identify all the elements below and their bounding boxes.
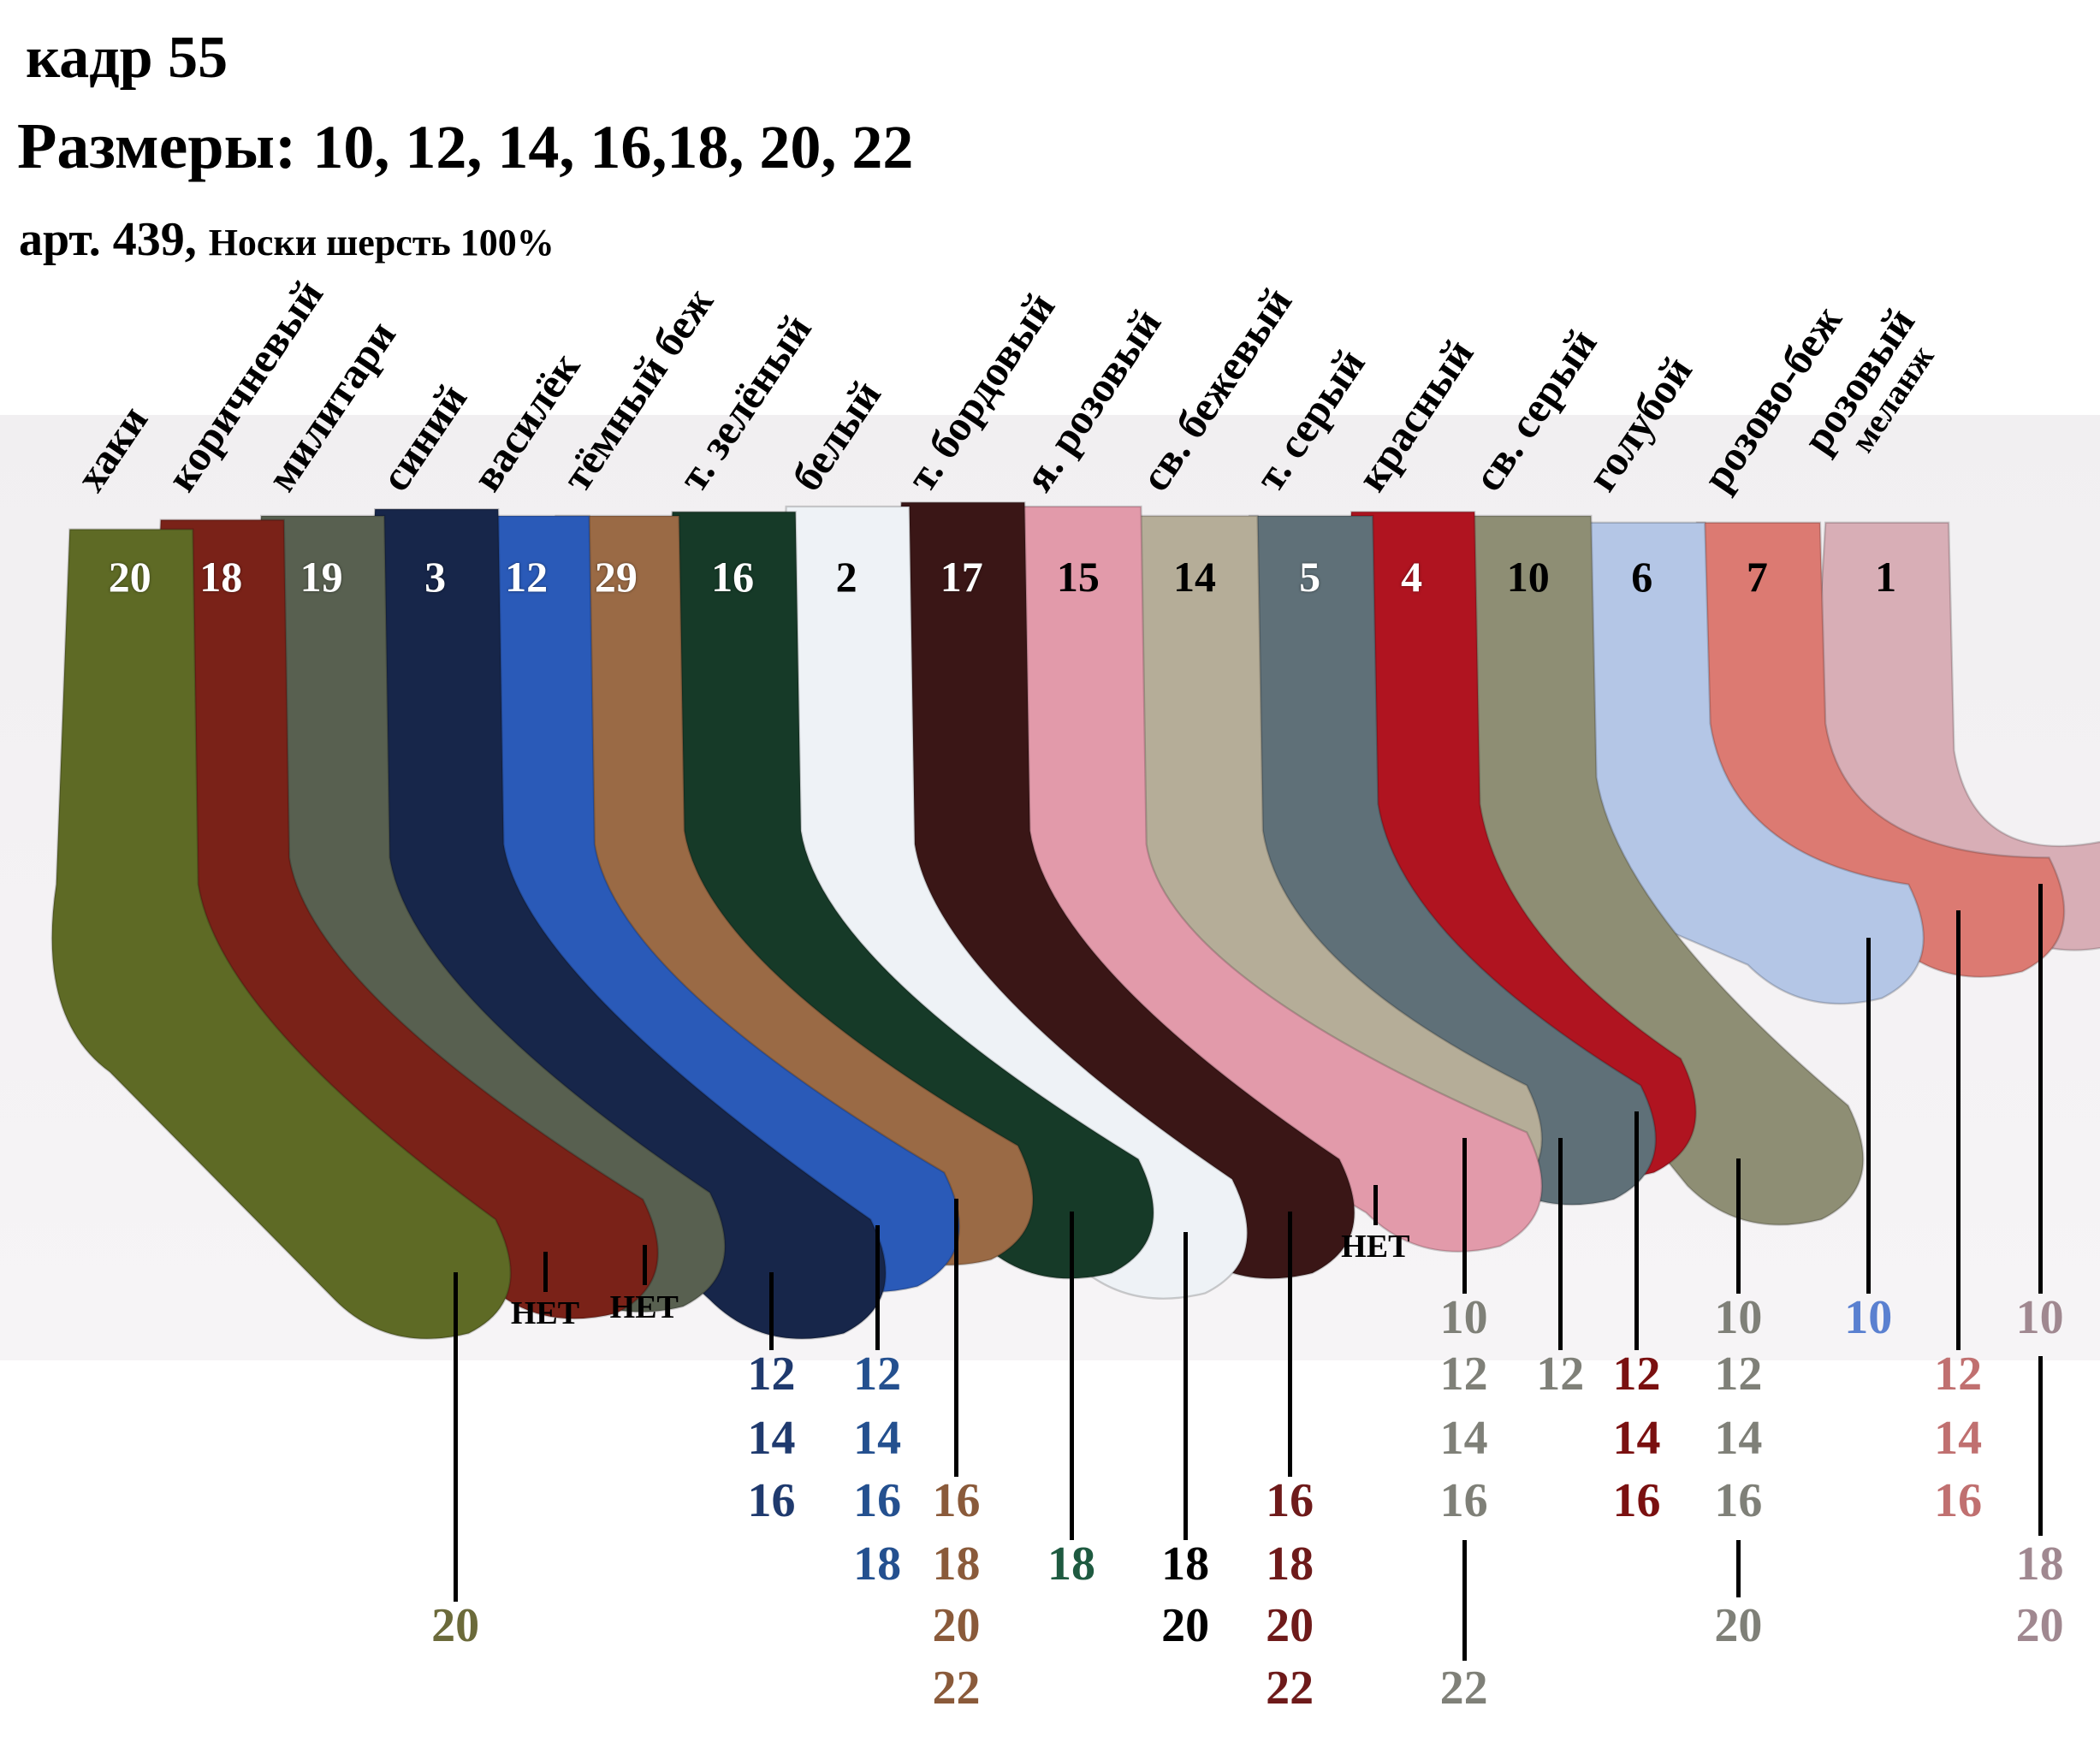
color-code: 29: [594, 552, 638, 601]
leader-line: [1288, 1212, 1293, 1478]
size-available: 10: [1714, 1290, 1763, 1344]
size-available: 20: [2015, 1598, 2064, 1652]
size-available: 18: [2015, 1537, 2064, 1591]
size-available: 22: [1266, 1662, 1314, 1715]
color-code: 15: [1056, 552, 1100, 601]
size-available: 10: [2015, 1290, 2064, 1344]
leader-line: [2038, 883, 2043, 1294]
size-available: 16: [1266, 1474, 1314, 1528]
leader-line: [454, 1271, 459, 1602]
color-code: 5: [1299, 552, 1321, 601]
leader-line: [1183, 1231, 1189, 1540]
size-available: 20: [932, 1598, 981, 1652]
frame-title: кадр 55: [26, 25, 228, 91]
size-available: 12: [1934, 1347, 1983, 1401]
sizes-line: Размеры: 10, 12, 14, 16,18, 20, 22: [17, 110, 913, 184]
size-available: 12: [1439, 1347, 1488, 1401]
size-available: 22: [932, 1662, 981, 1715]
color-code: 4: [1401, 552, 1423, 601]
size-available: 12: [1714, 1347, 1763, 1401]
leader-line: [1558, 1138, 1563, 1350]
size-available: 12: [1536, 1347, 1585, 1401]
article-line: арт. 439, Носки шерсть 100%: [19, 212, 555, 267]
size-available: 16: [1714, 1474, 1763, 1528]
color-code: 6: [1631, 552, 1653, 601]
color-code: 14: [1173, 552, 1217, 601]
not-available-label: НЕТ: [1341, 1229, 1410, 1265]
not-available-label: НЕТ: [510, 1295, 580, 1332]
leader-line: [543, 1252, 548, 1293]
leader-line: [1070, 1212, 1075, 1540]
size-available: 20: [1714, 1598, 1763, 1652]
leader-line: [1373, 1185, 1379, 1225]
leader-line: [1462, 1138, 1467, 1294]
size-available: 12: [1612, 1347, 1661, 1401]
size-available: 10: [1844, 1290, 1893, 1344]
size-available: 10: [1439, 1290, 1488, 1344]
size-available: 14: [1612, 1411, 1661, 1465]
size-available: 16: [1934, 1474, 1983, 1528]
size-available: 18: [1266, 1537, 1314, 1591]
size-available: 20: [431, 1598, 480, 1652]
leader-line: [954, 1198, 959, 1478]
size-available: 14: [1934, 1411, 1983, 1465]
leader-line: [1866, 937, 1872, 1294]
size-available: 16: [1612, 1474, 1661, 1528]
size-available: 14: [853, 1411, 902, 1465]
size-available: 14: [1439, 1411, 1488, 1465]
leader-line: [1736, 1158, 1741, 1294]
size-available: 18: [1047, 1537, 1096, 1591]
color-code: 10: [1506, 552, 1550, 601]
color-code: 16: [711, 552, 755, 601]
size-available: 12: [747, 1347, 796, 1401]
leader-line: [875, 1225, 881, 1350]
leader-line: [2038, 1356, 2043, 1537]
size-available: 14: [747, 1411, 796, 1465]
size-available: 18: [932, 1537, 981, 1591]
size-available: 16: [1439, 1474, 1488, 1528]
size-available: 12: [853, 1347, 902, 1401]
size-available: 16: [747, 1474, 796, 1528]
color-code: 1: [1875, 552, 1897, 601]
color-code: 18: [199, 552, 243, 601]
size-available: 20: [1266, 1598, 1314, 1652]
color-code: 7: [1746, 552, 1768, 601]
leader-line: [1462, 1539, 1467, 1661]
not-available-label: НЕТ: [609, 1289, 679, 1325]
size-available: 16: [853, 1474, 902, 1528]
size-available: 20: [1161, 1598, 1210, 1652]
size-available: 22: [1439, 1662, 1488, 1715]
sizes-values: 10, 12, 14, 16,18, 20, 22: [312, 113, 914, 181]
sock: [50, 528, 512, 1340]
size-available: 14: [1714, 1411, 1763, 1465]
color-code: 20: [108, 552, 151, 601]
size-available: 18: [853, 1537, 902, 1591]
color-code: 2: [835, 552, 857, 601]
sizes-label: Размеры:: [17, 110, 297, 182]
color-code: 17: [940, 552, 983, 601]
leader-line: [1736, 1539, 1741, 1598]
leader-line: [769, 1271, 774, 1350]
color-code: 12: [505, 552, 549, 601]
article-number: арт. 439,: [19, 213, 197, 266]
leader-line: [1634, 1111, 1640, 1350]
leader-line: [642, 1245, 647, 1286]
color-code: 3: [424, 552, 447, 601]
product-description: Носки шерсть 100%: [208, 222, 555, 264]
color-code: 19: [300, 552, 343, 601]
leader-line: [1956, 910, 1961, 1350]
size-available: 18: [1161, 1537, 1210, 1591]
size-available: 16: [932, 1474, 981, 1528]
